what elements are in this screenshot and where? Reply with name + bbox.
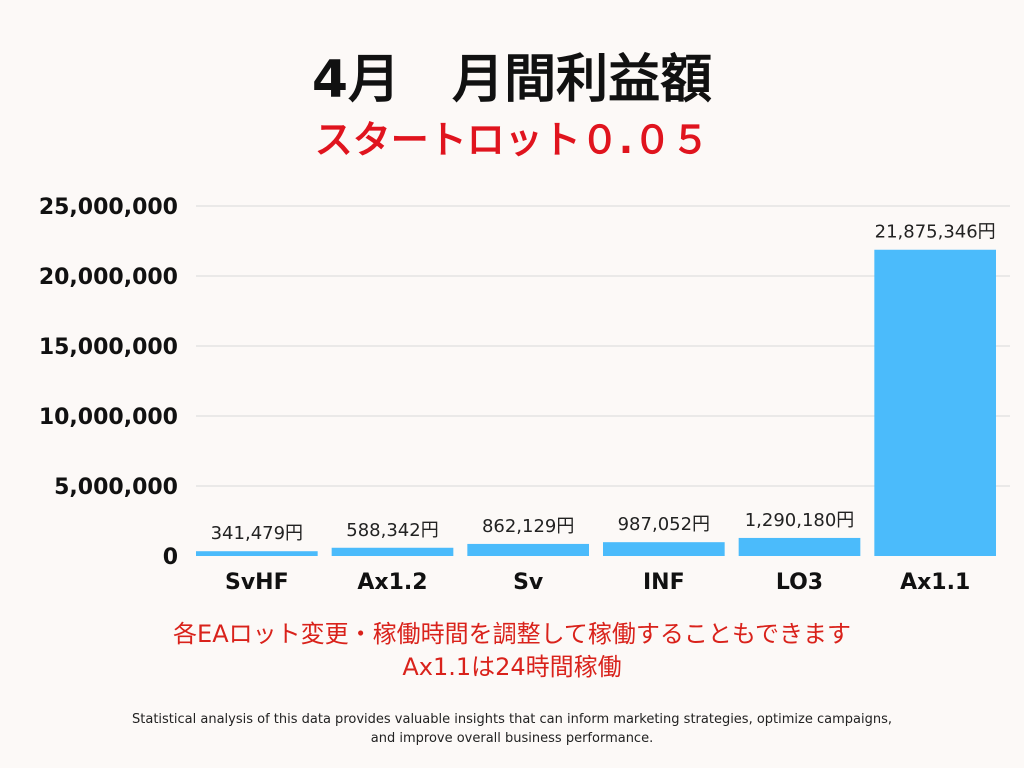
data-label: 588,342円 (346, 520, 438, 541)
bar-chart: 0 5,000,000 10,000,000 15,000,000 20,000,000… (39, 195, 1010, 595)
note-line-2: Ax1.1は24時間稼働 (402, 653, 622, 681)
note-line-1: 各EAロット変更・稼働時間を調整して稼働することもできます (173, 620, 851, 648)
bar-ax1-1 (874, 249, 996, 556)
bar-sv (467, 543, 589, 556)
y-tick-label: 15,000,000 (39, 335, 178, 360)
bar-inf (603, 542, 725, 556)
y-tick-label: 10,000,000 (39, 405, 178, 430)
data-label: 987,052円 (618, 514, 710, 535)
y-tick-label: 0 (163, 545, 178, 570)
y-tick-label: 25,000,000 (39, 195, 178, 220)
data-label: 21,875,346円 (875, 222, 996, 243)
bar-ax1-2 (331, 547, 454, 556)
x-tick-label: Sv (513, 570, 544, 595)
x-tick-label: INF (643, 570, 685, 595)
x-tick-label: SvHF (225, 570, 289, 595)
chart-title: 4月 月間利益額 (311, 50, 713, 110)
bars (196, 249, 996, 556)
bar-svhf (196, 551, 318, 556)
x-tick-label: LO3 (776, 570, 823, 595)
data-label: 1,290,180円 (745, 510, 855, 531)
x-tick-label: Ax1.1 (900, 570, 970, 595)
footer-line-2: and improve overall business performance… (370, 731, 654, 746)
x-axis-ticks: SvHF Ax1.2 Sv INF LO3 Ax1.1 (225, 570, 970, 595)
data-label: 862,129円 (482, 516, 574, 537)
x-tick-label: Ax1.2 (357, 570, 427, 595)
data-labels: 341,479円 588,342円 862,129円 987,052円 1,290,18… (211, 222, 996, 544)
y-tick-label: 20,000,000 (39, 265, 178, 290)
bar-lo3 (738, 537, 861, 556)
y-tick-label: 5,000,000 (54, 475, 178, 500)
y-axis-ticks: 0 5,000,000 10,000,000 15,000,000 20,000,000… (39, 195, 178, 570)
data-label: 341,479円 (211, 523, 303, 544)
footer-line-1: Statistical analysis of this data provid… (132, 712, 892, 727)
chart-subtitle: スタートロット０.０５ (314, 118, 710, 162)
